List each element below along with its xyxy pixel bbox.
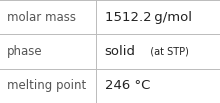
- Text: solid: solid: [104, 45, 136, 58]
- Text: 246 °C: 246 °C: [104, 79, 150, 92]
- Text: melting point: melting point: [7, 79, 86, 92]
- Text: phase: phase: [7, 45, 42, 58]
- Text: 1512.2 g/mol: 1512.2 g/mol: [104, 11, 191, 24]
- Text: (at STP): (at STP): [145, 46, 189, 57]
- Text: molar mass: molar mass: [7, 11, 76, 24]
